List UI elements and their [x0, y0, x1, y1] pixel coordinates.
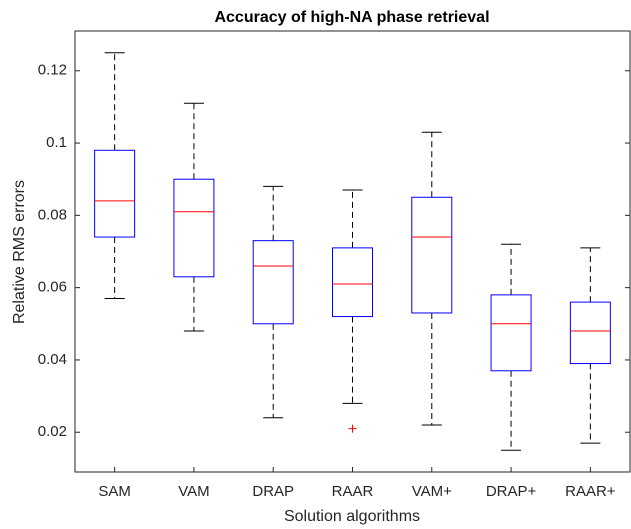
- x-tick-label: DRAP: [252, 483, 294, 500]
- box: [569, 301, 611, 365]
- box: [332, 247, 373, 318]
- y-tick-label: 0.02: [38, 423, 67, 440]
- plot-frame: [74, 30, 631, 473]
- box: [411, 196, 453, 314]
- x-tick-label: VAM: [178, 483, 209, 500]
- y-tick-label: 0.08: [38, 206, 67, 223]
- x-tick-label: DRAP+: [486, 483, 537, 500]
- y-tick-label: 0.1: [46, 134, 67, 151]
- box: [490, 294, 532, 372]
- y-tick-label: 0.12: [38, 62, 67, 79]
- box: [252, 240, 294, 325]
- x-tick-label: RAAR+: [565, 483, 616, 500]
- x-axis-label: Solution algorithms: [284, 508, 420, 525]
- x-tick-label: SAM: [98, 483, 131, 500]
- outlier: [348, 424, 357, 433]
- y-axis-label: Relative RMS errors: [11, 180, 28, 324]
- x-tick-label: RAAR: [332, 483, 374, 500]
- box: [173, 178, 215, 278]
- x-tick-label: VAM+: [412, 483, 452, 500]
- box: [94, 149, 136, 238]
- y-tick-label: 0.04: [38, 351, 67, 368]
- y-tick-label: 0.06: [38, 279, 67, 296]
- chart-title: Accuracy of high-NA phase retrieval: [214, 9, 489, 26]
